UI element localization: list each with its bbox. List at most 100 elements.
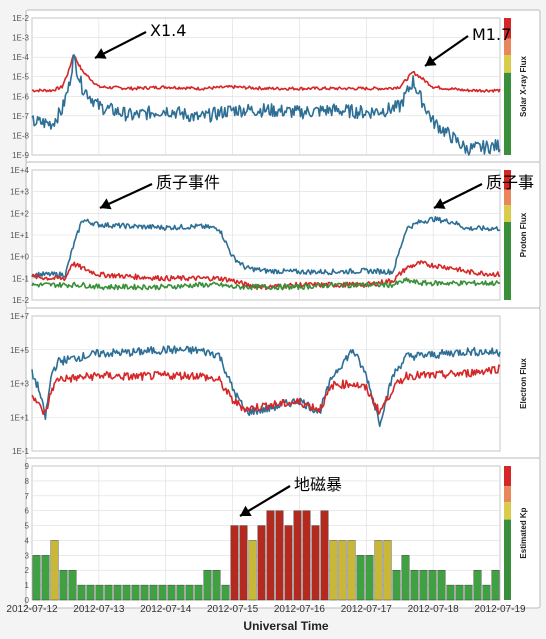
- scale-band: [504, 72, 511, 155]
- kp-bar: [275, 510, 284, 601]
- x-tick-label: 2012-07-12: [6, 604, 58, 615]
- kp-bar: [41, 555, 50, 601]
- kp-bar: [221, 584, 230, 601]
- kp-bar: [302, 510, 311, 601]
- scale-band: [504, 205, 511, 222]
- scale-band: [504, 486, 511, 503]
- y-tick-label: 1E+7: [10, 312, 29, 321]
- kp-bar: [473, 570, 482, 601]
- kp-bar: [77, 584, 86, 601]
- y-tick-label: 1E-6: [12, 92, 29, 101]
- x-axis-title: Universal Time: [243, 619, 328, 633]
- series-line-1: [31, 260, 501, 291]
- y-tick-label: 1: [25, 581, 30, 590]
- panel-kp: 0 1 2 3 4 5 6 7 8 9 Estimated Kp 地磁暴: [25, 457, 541, 609]
- series-line-0: [31, 54, 501, 93]
- series-line-0: [31, 216, 501, 278]
- scale-band: [504, 466, 511, 487]
- y-tick-label: 1E+1: [10, 413, 29, 422]
- y-tick-label: 1E-2: [12, 14, 29, 23]
- y-tick-label: 1E+0: [10, 253, 29, 262]
- y-tick-label: 1E+1: [10, 231, 29, 240]
- kp-bar: [266, 510, 275, 601]
- kp-bar: [365, 555, 374, 601]
- series-line-1: [31, 54, 501, 156]
- kp-bar: [176, 584, 185, 601]
- y-tick-label: 1E-9: [12, 151, 29, 160]
- annotation-label: 地磁暴: [294, 475, 342, 494]
- scale-band: [504, 502, 511, 520]
- kp-bar: [50, 540, 59, 601]
- scale-band: [504, 18, 511, 39]
- y-tick-label: 1E+5: [10, 346, 29, 355]
- y-tick-label: 4: [25, 536, 30, 545]
- scale-band: [504, 189, 511, 206]
- x-tick-label: 2012-07-15: [207, 604, 259, 615]
- y-tick-label: 7: [25, 492, 30, 501]
- kp-bar: [482, 584, 491, 601]
- kp-bar: [338, 540, 347, 601]
- kp-bar: [248, 540, 257, 601]
- panel-ylabel: Solar X-ray Flux: [519, 56, 528, 117]
- y-tick-label: 1E-7: [12, 112, 29, 121]
- panel-ylabel: Estimated Kp: [519, 507, 528, 558]
- kp-bar: [320, 510, 329, 601]
- kp-bar: [374, 540, 383, 601]
- annotation-label: 质子事: [486, 173, 534, 192]
- x-tick-label: 2012-07-13: [73, 604, 125, 615]
- scale-band: [504, 222, 511, 300]
- kp-bar: [113, 584, 122, 601]
- kp-bar: [293, 510, 302, 601]
- kp-bar: [185, 584, 194, 601]
- kp-bar: [257, 525, 266, 601]
- kp-bar: [392, 570, 401, 601]
- scale-band: [504, 519, 511, 600]
- y-tick-label: 1E+2: [10, 209, 29, 218]
- kp-bar: [230, 525, 239, 601]
- y-tick-label: 1E+3: [10, 188, 29, 197]
- kp-bar: [410, 570, 419, 601]
- kp-bar: [437, 570, 446, 601]
- panel-proton: 1E-2 1E-1 1E+0 1E+1 1E+2 1E+3 1E+4 Proton Flux 质…: [10, 161, 541, 309]
- y-tick-label: 5: [25, 522, 30, 531]
- kp-bar: [455, 584, 464, 601]
- kp-bar: [401, 555, 410, 601]
- panel-ylabel: Electron Flux: [519, 358, 528, 409]
- y-tick-label: 6: [25, 507, 30, 516]
- kp-bar: [311, 525, 320, 601]
- y-tick-label: 2: [25, 566, 30, 575]
- kp-bar: [32, 555, 41, 601]
- x-tick-label: 2012-07-19: [474, 604, 526, 615]
- kp-bar: [104, 584, 113, 601]
- panel-xray: 1E-9 1E-8 1E-7 1E-6 1E-5 1E-4 1E-3 1E-2 Solar X-…: [12, 9, 541, 164]
- kp-bar: [383, 540, 392, 601]
- kp-bar: [68, 570, 77, 601]
- series-line-2: [31, 277, 501, 291]
- kp-bar: [158, 584, 167, 601]
- kp-bar: [131, 584, 140, 601]
- x-tick-label: 2012-07-14: [140, 604, 192, 615]
- kp-bar: [491, 570, 500, 601]
- kp-bar: [122, 584, 131, 601]
- kp-bar: [464, 584, 473, 601]
- kp-bar: [356, 555, 365, 601]
- annotation-arrowhead: [425, 55, 437, 66]
- kp-bar: [284, 525, 293, 601]
- y-tick-label: 8: [25, 477, 30, 486]
- annotation-label: 质子事件: [156, 173, 220, 192]
- kp-bar: [203, 570, 212, 601]
- annotation-label: X1.4: [150, 21, 186, 40]
- series-line-1: [31, 364, 501, 415]
- scale-band: [504, 170, 511, 190]
- kp-bar: [95, 584, 104, 601]
- y-tick-label: 1E-3: [12, 34, 29, 43]
- kp-bar: [446, 584, 455, 601]
- y-tick-label: 1E-1: [12, 274, 29, 283]
- y-tick-label: 1E-1: [12, 447, 29, 456]
- kp-bar: [167, 584, 176, 601]
- x-tick-label: 2012-07-17: [341, 604, 393, 615]
- x-tick-label: 2012-07-18: [408, 604, 460, 615]
- y-tick-label: 0: [25, 596, 30, 605]
- kp-bar: [212, 570, 221, 601]
- y-tick-label: 1E-2: [12, 296, 29, 305]
